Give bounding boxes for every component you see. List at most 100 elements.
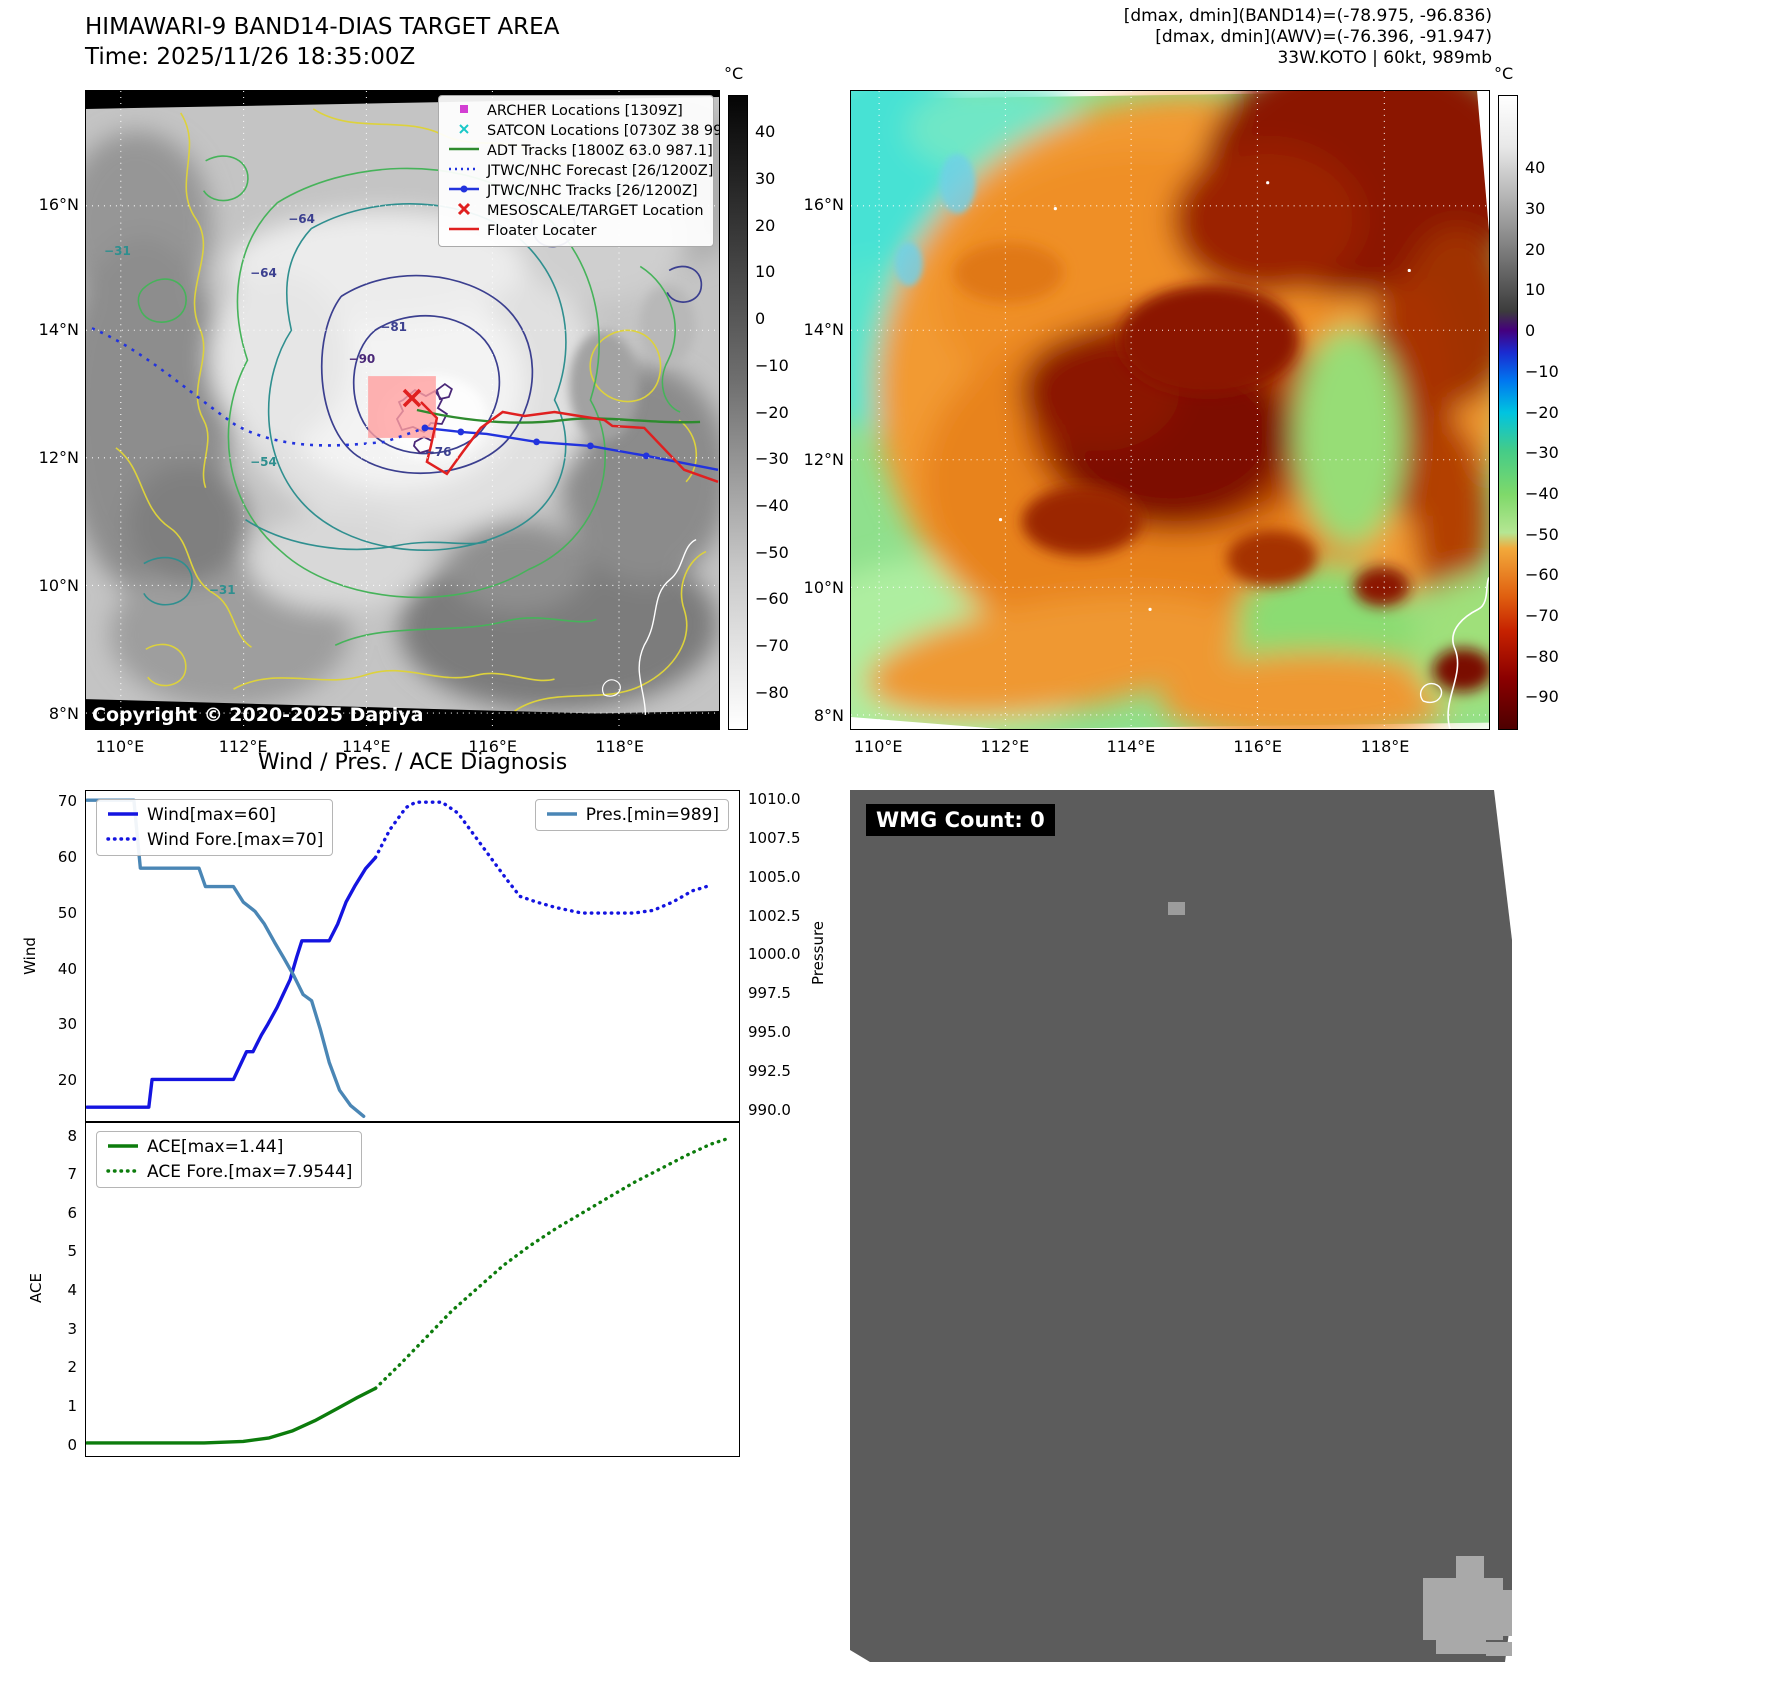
awv-swath bbox=[851, 91, 1489, 729]
colorbar-tick: 10 bbox=[755, 262, 776, 282]
line-marker-icon bbox=[447, 222, 481, 240]
map-legend-item: SATCON Locations [0730Z 38 999] bbox=[447, 121, 719, 141]
lat-tick-label: 10°N bbox=[803, 577, 844, 597]
awv-colorbar-gradient bbox=[1499, 96, 1517, 729]
awv-map bbox=[850, 90, 1490, 730]
ytick-right: 1007.5 bbox=[748, 829, 801, 848]
ytick-right: 1010.0 bbox=[748, 790, 801, 809]
colorbar-tick: 20 bbox=[1525, 239, 1546, 259]
map-legend-item: JTWC/NHC Tracks [26/1200Z] bbox=[447, 181, 705, 201]
ytick-left: 60 bbox=[57, 847, 77, 866]
ytick-right: 1000.0 bbox=[748, 945, 801, 964]
copyright-text: Copyright © 2020-2025 Dapiya bbox=[92, 704, 424, 726]
lon-tick-label: 114°E bbox=[341, 737, 391, 756]
series-line bbox=[85, 798, 366, 1119]
wmg-panel: WMG Count: 0 bbox=[850, 790, 1512, 1662]
ytick-right: 997.5 bbox=[748, 984, 791, 1003]
ytick-left: 5 bbox=[67, 1242, 77, 1261]
swath-edge-top bbox=[86, 91, 719, 105]
awv-header: [dmax, dmin](BAND14)=(-78.975, -96.836) … bbox=[900, 6, 1492, 69]
ytick-left: 7 bbox=[67, 1165, 77, 1184]
swath-edge bbox=[850, 1650, 870, 1662]
map-legend-item: ADT Tracks [1800Z 63.0 987.1] bbox=[447, 141, 713, 161]
wind-pres-canvas bbox=[85, 798, 713, 1119]
island-outline bbox=[1419, 682, 1443, 704]
contour-label: −54 bbox=[250, 454, 277, 469]
contour-label: −64 bbox=[288, 211, 315, 226]
legend-label: Wind Fore.[max=70] bbox=[147, 830, 324, 850]
ytick-left: 0 bbox=[67, 1435, 77, 1454]
ytick-right: 1005.0 bbox=[748, 867, 801, 886]
lat-tick-label: 16°N bbox=[38, 195, 79, 215]
colorbar-tick: −80 bbox=[1525, 646, 1559, 666]
ytick-left: 2 bbox=[67, 1358, 77, 1377]
legend-item: Wind[max=60] bbox=[106, 805, 323, 825]
lat-tick-label: 8°N bbox=[813, 705, 844, 725]
ytick-left: 1 bbox=[67, 1396, 77, 1415]
legend-label: ACE Fore.[max=7.9544] bbox=[147, 1162, 353, 1182]
colorbar-tick: −60 bbox=[755, 589, 789, 609]
colorbar-tick: −30 bbox=[1525, 443, 1559, 463]
solid-line-sample-icon bbox=[106, 805, 140, 825]
coastline bbox=[1447, 577, 1489, 729]
x-marker-icon bbox=[447, 122, 481, 140]
wind-pressure-chart: Wind[max=60] Wind Fore.[max=70] Pres.[min=… bbox=[85, 790, 740, 1122]
ytick-left: 40 bbox=[57, 959, 77, 978]
colorbar-tick: 40 bbox=[1525, 158, 1546, 178]
colorbar-tick: −40 bbox=[755, 495, 789, 515]
colorbar-tick: −50 bbox=[755, 542, 789, 562]
colorbar-tick: −50 bbox=[1525, 524, 1559, 544]
contour-label: −76 bbox=[424, 445, 452, 460]
map-legend-label: ADT Tracks [1800Z 63.0 987.1] bbox=[487, 143, 713, 159]
legend-label: Wind[max=60] bbox=[147, 805, 276, 825]
awv-satellite-image bbox=[851, 91, 1489, 729]
ace-chart: ACE[max=1.44] ACE Fore.[max=7.9544] bbox=[85, 1122, 740, 1457]
lon-tick-label: 114°E bbox=[1106, 737, 1156, 756]
contour-label: −31 bbox=[208, 582, 236, 597]
colorbar-tick: −60 bbox=[1525, 565, 1559, 585]
lat-tick-label: 12°N bbox=[803, 449, 844, 469]
lat-tick-label: 8°N bbox=[48, 704, 79, 723]
map-legend-label: Floater Locater bbox=[487, 223, 597, 239]
band14-title: HIMAWARI-9 BAND14-DIAS TARGET AREA bbox=[85, 14, 560, 40]
pressure-axis-label: Pressure bbox=[809, 920, 827, 986]
map-legend-item: ARCHER Locations [1309Z] bbox=[447, 101, 705, 121]
chart-legend: Pres.[min=989] bbox=[534, 799, 729, 831]
legend-item: ACE Fore.[max=7.9544] bbox=[106, 1162, 352, 1182]
lon-tick-label: 116°E bbox=[1233, 737, 1282, 756]
colorbar-tick: 0 bbox=[1525, 321, 1536, 341]
lat-tick-label: 10°N bbox=[38, 576, 79, 595]
ytick-left: 6 bbox=[67, 1203, 77, 1222]
ytick-left: 20 bbox=[57, 1071, 77, 1090]
swath-edge-bottom bbox=[86, 699, 719, 729]
contour-label: −64 bbox=[250, 266, 277, 280]
swath-edge bbox=[1494, 790, 1512, 940]
contour-label: −31 bbox=[104, 243, 131, 258]
colorbar-tick: −10 bbox=[755, 355, 789, 375]
ytick-right: 1002.5 bbox=[748, 906, 801, 925]
dotted-marker-icon bbox=[447, 162, 481, 180]
ytick-right: 990.0 bbox=[748, 1100, 791, 1119]
legend-item: ACE[max=1.44] bbox=[106, 1137, 352, 1157]
coastline bbox=[638, 538, 697, 729]
floater-locater-line bbox=[420, 401, 719, 483]
colorbar-tick: −40 bbox=[1525, 483, 1559, 503]
lat-tick-label: 14°N bbox=[803, 320, 844, 339]
band14-map: ARCHER Locations [1309Z] SATCON Locations… bbox=[85, 90, 720, 730]
series-line bbox=[373, 1136, 730, 1391]
chart-legend: ACE[max=1.44] ACE Fore.[max=7.9544] bbox=[96, 1131, 363, 1188]
lon-tick-label: 110°E bbox=[95, 737, 145, 756]
colorbar-tick: −20 bbox=[755, 402, 789, 422]
colorbar-tick: 0 bbox=[755, 309, 766, 329]
adt-track-line bbox=[416, 408, 701, 424]
colorbar-tick: 20 bbox=[755, 215, 776, 235]
lon-tick-label: 112°E bbox=[980, 737, 1030, 756]
series-line bbox=[85, 1386, 378, 1445]
noise-speckles bbox=[998, 181, 1411, 611]
band14-colorbar-gradient bbox=[729, 96, 747, 729]
line-dot-marker-icon bbox=[447, 182, 481, 200]
x-bold-marker-icon bbox=[447, 202, 481, 220]
legend-item: Wind Fore.[max=70] bbox=[106, 830, 323, 850]
contour-label: −90 bbox=[348, 351, 376, 366]
